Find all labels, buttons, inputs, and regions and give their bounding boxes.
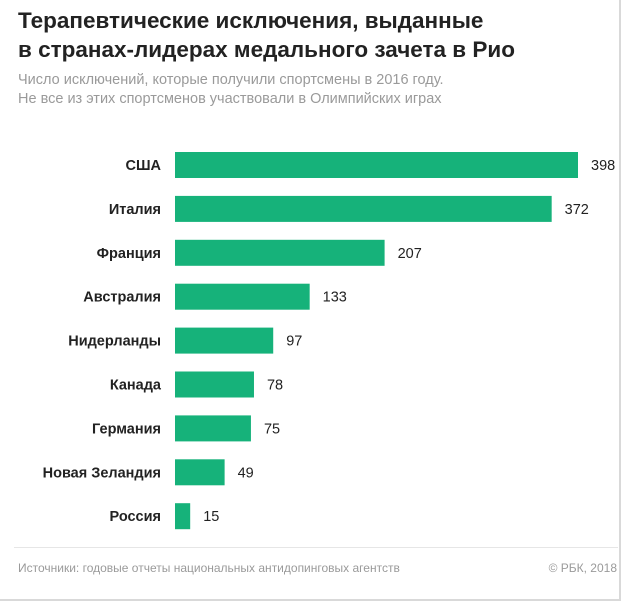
chart-title-line-1: Терапевтические исключения, выданные [18,8,484,33]
chart-subtitle-line-2: Не все из этих спортсменов участвовали в… [18,91,442,107]
value-label: 372 [565,202,589,218]
source-note: Источники: годовые отчеты национальных а… [18,561,400,575]
bar [175,327,274,354]
value-label: 207 [398,246,422,262]
bar [175,415,251,442]
bar [175,283,310,310]
chart-title: Терапевтические исключения, выданные в с… [18,6,608,64]
chart-subtitle-line-1: Число исключений, которые получили спорт… [18,72,444,88]
category-label: Германия [92,421,161,437]
bar [175,371,254,398]
bar [175,503,191,530]
value-label: 97 [286,334,302,350]
copyright-note: © РБК, 2018 [548,561,617,575]
category-label: Канада [110,378,162,394]
value-label: 15 [203,509,219,525]
bar [175,239,385,266]
footer-divider [14,547,618,548]
value-label: 78 [267,378,283,394]
category-label: Италия [109,202,161,218]
category-label: США [125,158,161,174]
category-label: Россия [110,509,161,525]
bar [175,152,578,178]
value-label: 75 [264,421,280,437]
category-label: Новая Зеландия [43,465,161,481]
value-label: 49 [238,465,254,481]
category-label: Нидерланды [68,334,161,350]
bar-chart: США 398 Италия 372 Франция 207 Австралия 133 Нид… [43,152,615,530]
bar [175,195,552,222]
category-label: Австралия [83,290,161,306]
chart-subtitle: Число исключений, которые получили спорт… [18,71,608,109]
category-label: Франция [97,246,161,262]
value-label: 398 [591,158,615,174]
chart-title-line-2: в странах-лидерах медального зачета в Ри… [18,37,515,62]
value-label: 133 [323,290,347,306]
bar [175,459,225,486]
